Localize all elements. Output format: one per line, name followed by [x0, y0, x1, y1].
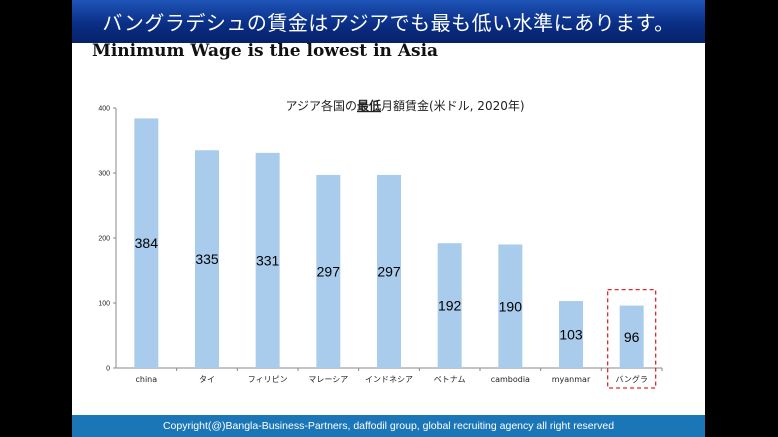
category-label: cambodia — [491, 375, 530, 384]
category-label: フィリピン — [248, 375, 288, 384]
footer-bar: Copyright(@)Bangla-Business-Partners, da… — [72, 415, 705, 437]
data-label: 96 — [624, 329, 640, 345]
bar — [619, 305, 644, 368]
category-label: タイ — [199, 375, 215, 384]
data-label: 297 — [377, 263, 401, 279]
footer-copyright: Copyright(@)Bangla-Business-Partners, da… — [162, 420, 615, 432]
highlight-box — [607, 288, 657, 389]
chart-title-part: アジア各国の — [285, 98, 357, 113]
slide-subtitle: Minimum Wage is the lowest in Asia — [92, 41, 439, 61]
category-label: myanmar — [552, 375, 591, 384]
category-label: china — [135, 375, 157, 384]
data-label: 335 — [195, 251, 219, 267]
category-label: インドネシア — [365, 375, 413, 384]
data-label: 331 — [256, 252, 280, 268]
bar — [498, 244, 523, 368]
category-label: マレーシア — [308, 375, 348, 384]
data-label: 103 — [559, 327, 583, 343]
chart-title-emphasis: 最低 — [357, 98, 381, 113]
y-tick-label: 300 — [98, 171, 110, 178]
y-tick-label: 0 — [106, 366, 110, 373]
category-label: ベトナム — [434, 375, 466, 384]
bar — [377, 174, 401, 368]
data-label: 190 — [499, 298, 523, 314]
bar — [316, 174, 341, 368]
bar — [134, 118, 159, 369]
data-label: 297 — [317, 263, 341, 279]
title-bar: バングラデシュの賃金はアジアでも最も低い水準にあります。 — [72, 0, 705, 43]
slide-title: バングラデシュの賃金はアジアでも最も低い水準にあります。 — [102, 11, 675, 35]
data-label: 192 — [438, 298, 462, 314]
y-tick-label: 400 — [98, 106, 110, 113]
chart-title: アジア各国の最低月額賃金(米ドル, 2020年) — [285, 98, 524, 113]
bar — [437, 243, 462, 368]
y-tick-label: 100 — [98, 301, 110, 308]
chart-title-part: 月額賃金(米ドル, 2020年) — [381, 98, 525, 113]
category-label: バングラ — [615, 374, 647, 384]
y-tick-label: 200 — [98, 236, 110, 243]
bar — [255, 152, 280, 368]
bar — [559, 301, 583, 368]
data-label: 384 — [135, 235, 159, 251]
bar — [195, 150, 219, 368]
bar-chart: アジア各国の最低月額賃金(米ドル, 2020年) 0 100 200 300 400 chi… — [98, 98, 663, 389]
slide: バングラデシュの賃金はアジアでも最も低い水準にあります。 アジア各国の最低月額賃… — [72, 0, 705, 437]
